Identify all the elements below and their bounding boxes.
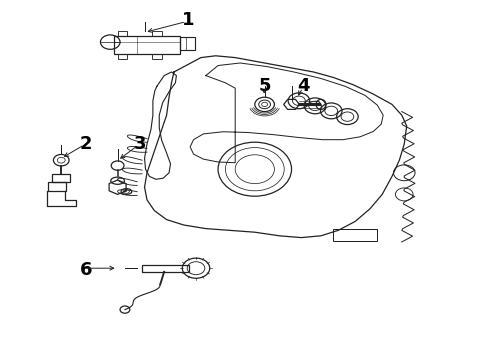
Text: 3: 3 <box>133 135 146 153</box>
Text: 4: 4 <box>297 77 310 95</box>
Bar <box>152 54 162 59</box>
Bar <box>333 229 377 241</box>
Bar <box>118 54 127 59</box>
Bar <box>152 31 162 36</box>
Bar <box>180 37 195 50</box>
Bar <box>114 36 180 54</box>
Bar <box>52 174 70 182</box>
Text: 1: 1 <box>182 11 195 29</box>
Text: 6: 6 <box>79 261 92 279</box>
Text: 5: 5 <box>258 77 271 95</box>
Bar <box>118 31 127 36</box>
Text: 2: 2 <box>79 135 92 153</box>
Bar <box>142 265 189 272</box>
Bar <box>48 182 66 191</box>
